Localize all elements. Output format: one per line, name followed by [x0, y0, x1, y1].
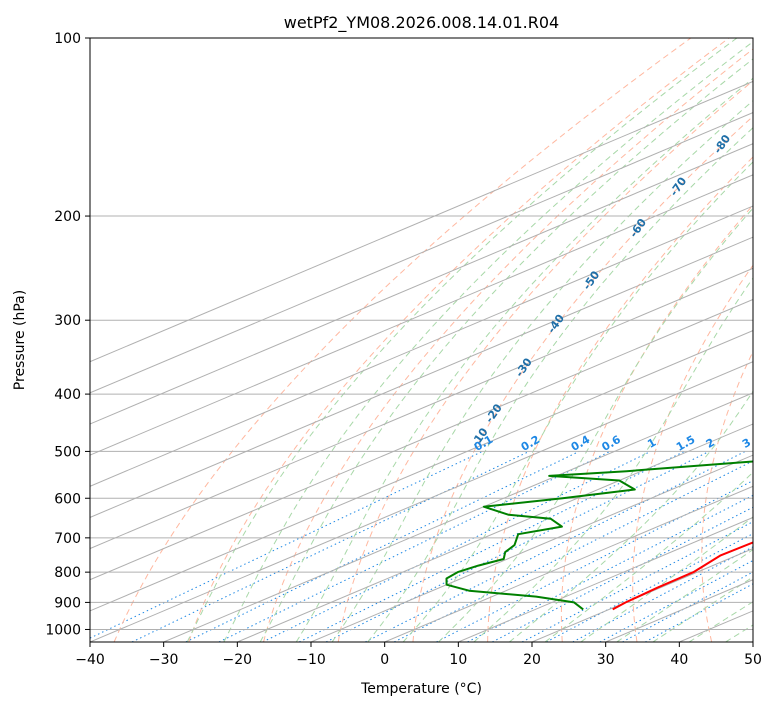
x-tick-label: −10	[296, 652, 326, 668]
mixing-ratio-label: 1.5	[674, 433, 697, 454]
isotherm-line	[752, 641, 753, 642]
isotherm-line	[90, 361, 753, 642]
y-tick-label: 400	[54, 387, 81, 403]
chart-title: wetPf2_YM08.2026.008.14.01.R04	[284, 13, 559, 33]
x-tick-label: −20	[223, 652, 253, 668]
isotherm-line	[310, 454, 753, 642]
isotherm-line	[90, 143, 753, 425]
y-tick-label: 700	[54, 531, 81, 547]
mixing-ratio-label: 4	[767, 436, 775, 451]
plot-area: -100-90-80-70-60-50-40-30-20-100.10.20.4…	[90, 38, 775, 642]
mixing-ratio-line	[365, 450, 746, 642]
x-axis-label: Temperature (°C)	[360, 681, 482, 697]
mixing-ratio-label: 2	[704, 436, 717, 451]
dry-adiabat-line	[487, 156, 753, 642]
mixing-ratio-label: 0.4	[569, 433, 593, 454]
dry-adiabat-line	[632, 264, 753, 642]
mixing-ratio-line	[90, 450, 483, 639]
moist-adiabat-line	[544, 471, 753, 642]
mixing-ratio-label: 3	[740, 436, 753, 451]
dry-adiabats	[113, 38, 775, 642]
x-axis-ticks: −40 −30 −20 −10 0 10 20 30 40 50	[75, 642, 762, 668]
moist-adiabat-line	[223, 41, 753, 642]
moist-adiabat-line	[367, 127, 753, 642]
y-tick-label: 200	[54, 209, 81, 225]
mixing-ratio-lines	[90, 450, 753, 642]
temperature-profile-line	[612, 541, 753, 611]
y-axis-label: Pressure (hPa)	[12, 290, 28, 390]
moist-adiabat-line	[616, 548, 753, 642]
mixing-ratio-line	[262, 450, 651, 642]
x-tick-label: 10	[449, 652, 467, 668]
mixing-ratio-line	[185, 450, 580, 642]
x-tick-label: 0	[380, 652, 389, 668]
mixing-ratio-line	[546, 533, 753, 642]
mixing-ratio-line	[436, 480, 753, 642]
y-tick-label: 100	[54, 31, 81, 47]
dewpoint-profile-line	[445, 460, 753, 611]
moist-adiabat-line	[438, 207, 753, 642]
isotherm-line	[90, 112, 753, 394]
mixing-ratio-label: 1	[645, 436, 658, 451]
isotherm-line	[90, 267, 753, 550]
dry-adiabat-line	[188, 38, 730, 642]
mixing-ratio-line	[131, 450, 530, 642]
dry-adiabat-line	[412, 115, 753, 642]
moist-adiabat-line	[259, 58, 753, 642]
dry-adiabat-line	[701, 350, 753, 642]
moist-adiabat-line	[580, 516, 753, 642]
mixing-ratio-label: 0.6	[600, 433, 624, 454]
x-tick-label: 20	[523, 652, 541, 668]
isotherm-line	[90, 236, 753, 518]
y-tick-label: 600	[54, 491, 81, 507]
y-tick-label: 300	[54, 313, 81, 329]
moist-adiabat-line	[331, 100, 753, 642]
moist-adiabat-line	[402, 161, 753, 642]
moist-adiabat-line	[295, 77, 753, 642]
isotherm-line	[237, 423, 753, 642]
y-axis-ticks: 100 200 300 400 500 600 700 800 900 1000	[45, 31, 90, 638]
mixing-ratio-line	[644, 583, 753, 642]
y-tick-label: 1000	[45, 622, 81, 638]
mixing-ratio-line	[572, 546, 753, 642]
x-tick-label: −30	[149, 652, 179, 668]
dry-adiabat-line	[263, 48, 753, 642]
isotherm-line	[90, 205, 753, 487]
x-tick-label: 40	[670, 652, 688, 668]
y-tick-label: 500	[54, 444, 81, 460]
mixing-ratio-line	[622, 571, 753, 642]
plot-frame	[89, 37, 754, 643]
x-tick-label: −40	[75, 652, 105, 668]
dry-adiabat-label: -80	[711, 132, 733, 156]
x-tick-label: 50	[744, 652, 762, 668]
moist-adiabats	[186, 38, 753, 642]
moist-adiabat-line	[509, 390, 753, 642]
x-tick-label: 30	[597, 652, 615, 668]
moist-adiabat-line	[473, 277, 753, 642]
isobars	[90, 38, 753, 630]
y-tick-label: 900	[54, 595, 81, 611]
dry-adiabat-line	[113, 38, 692, 642]
isotherm-line	[458, 516, 753, 642]
mixing-ratio-line	[599, 559, 753, 642]
dry-adiabat-line	[769, 38, 775, 642]
dry-adiabat-line	[337, 80, 753, 642]
isotherm-line	[90, 298, 753, 581]
mixing-ratio-label: 0.2	[519, 433, 542, 454]
isotherms	[90, 80, 753, 642]
mixing-ratio-line	[521, 521, 753, 642]
isotherm-line	[90, 174, 753, 456]
dry-adiabat-label: -90	[751, 95, 773, 119]
isotherm-line	[90, 80, 753, 363]
isotherm-line	[163, 392, 753, 642]
isotherm-line	[384, 485, 753, 642]
dry-adiabat-label: -20	[483, 401, 505, 425]
profile-series	[445, 460, 753, 611]
y-tick-label: 800	[54, 565, 81, 581]
mixing-ratio-line	[393, 460, 753, 642]
mixing-ratio-line	[492, 506, 753, 642]
isotherm-line	[90, 330, 753, 612]
